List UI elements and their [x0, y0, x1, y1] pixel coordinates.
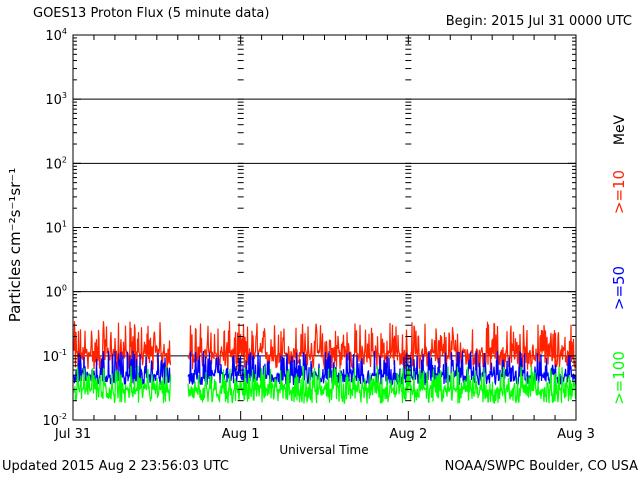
y-tick-label: 104	[45, 27, 67, 44]
legend-label: >=50	[610, 266, 628, 310]
series-line-ge50	[187, 350, 577, 387]
y-axis-title: Particles cm⁻²s⁻¹sr⁻¹	[6, 168, 24, 322]
axis-labels: 10-2 10-1 100 101 102 103 104 Jul 31 Aug 1 Aug 2 A…	[42, 27, 594, 442]
series-line-ge50	[73, 350, 172, 385]
plot-frame	[72, 34, 577, 421]
flux-series	[73, 321, 577, 404]
y-tick-label: 102	[45, 155, 67, 172]
chart-title: GOES13 Proton Flux (5 minute data)	[33, 6, 270, 21]
series-line-ge100	[187, 365, 577, 404]
axis-ticks	[72, 34, 577, 421]
threshold-lines	[73, 98, 576, 357]
x-tick-label: Aug 1	[222, 427, 260, 442]
y-tick-label: 101	[45, 220, 67, 237]
y-tick-label: 10-2	[42, 412, 67, 429]
begin-time-label: Begin: 2015 Jul 31 0000 UTC	[445, 14, 632, 29]
x-tick-label: Aug 3	[557, 427, 595, 442]
updated-timestamp: Updated 2015 Aug 2 23:56:03 UTC	[2, 459, 229, 474]
x-tick-label: Aug 2	[389, 427, 427, 442]
series-line-ge10	[73, 321, 172, 370]
legend-label: >=10	[610, 170, 628, 214]
y-tick-label: 10-1	[42, 348, 67, 365]
y-tick-label: 100	[45, 284, 67, 301]
legend: MeV >=10 >=50 >=100	[610, 114, 628, 404]
x-axis-title: Universal Time	[279, 443, 368, 457]
y-tick-label: 103	[45, 91, 67, 108]
series-line-ge100	[73, 365, 172, 404]
x-tick-label: Jul 31	[54, 427, 91, 442]
legend-label: >=100	[610, 351, 628, 405]
source-credit: NOAA/SWPC Boulder, CO USA	[444, 459, 638, 474]
legend-units: MeV	[612, 114, 628, 145]
